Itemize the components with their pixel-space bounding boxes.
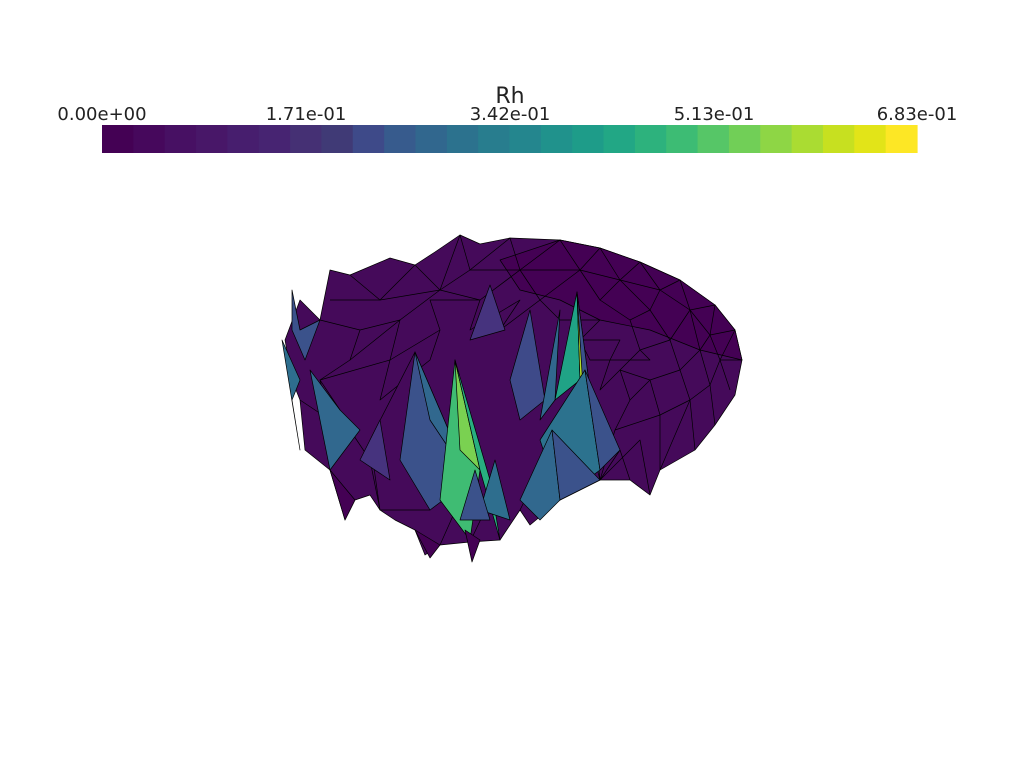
colorbar-gradient bbox=[102, 125, 918, 153]
colorbar-swatch bbox=[697, 125, 730, 153]
colorbar-swatch bbox=[446, 125, 479, 153]
colorbar-swatch bbox=[384, 125, 417, 153]
colorbar-swatch bbox=[822, 125, 855, 153]
peak-back-2 bbox=[539, 309, 561, 421]
colorbar-title: Rh bbox=[495, 84, 524, 109]
dip-3 bbox=[464, 529, 481, 563]
colorbar-tick-4: 6.83e-01 bbox=[877, 104, 958, 125]
colorbar-swatch bbox=[102, 125, 134, 153]
peak-back-3 bbox=[469, 284, 506, 341]
colorbar-swatch bbox=[634, 125, 667, 153]
colorbar-swatch bbox=[728, 125, 761, 153]
colorbar-swatch bbox=[854, 125, 887, 153]
dip-1 bbox=[329, 469, 356, 521]
surface-peaks bbox=[281, 284, 621, 563]
colorbar-swatch bbox=[540, 125, 573, 153]
peak-front-3 bbox=[359, 419, 391, 481]
colorbar-tick-0: 0.00e+00 bbox=[57, 104, 146, 125]
peak-front-2 bbox=[459, 469, 491, 521]
colorbar-swatch bbox=[133, 125, 166, 153]
colorbar-swatch bbox=[415, 125, 448, 153]
colorbar-swatch bbox=[603, 125, 636, 153]
colorbar-swatch bbox=[666, 125, 699, 153]
colorbar-swatch bbox=[509, 125, 542, 153]
colorbar-swatch bbox=[885, 125, 918, 153]
colorbar-tick-3: 5.13e-01 bbox=[674, 104, 755, 125]
dip-2 bbox=[414, 529, 441, 559]
colorbar-swatch bbox=[258, 125, 291, 153]
peak-left-1 bbox=[291, 289, 321, 361]
colorbar-swatch bbox=[352, 125, 385, 153]
colorbar-tick-1: 1.71e-01 bbox=[266, 104, 347, 125]
colorbar-swatch bbox=[196, 125, 228, 153]
peak-left-3 bbox=[309, 369, 361, 471]
peak-back-1 bbox=[509, 309, 546, 421]
colorbar-swatch bbox=[572, 125, 605, 153]
peak-front-1 bbox=[479, 459, 511, 521]
peak-left-2 bbox=[281, 339, 301, 451]
colorbar-swatch bbox=[290, 125, 323, 153]
colorbar-swatch bbox=[321, 125, 354, 153]
colorbar-swatch bbox=[760, 125, 793, 153]
colorbar-swatch bbox=[164, 125, 197, 153]
colorbar-swatch bbox=[227, 125, 260, 153]
colorbar-tick-2: 3.42e-01 bbox=[470, 104, 551, 125]
colorbar-swatch bbox=[478, 125, 511, 153]
colorbar-swatch bbox=[791, 125, 824, 153]
colorbar: Rh 0.00e+00 1.71e-01 3.42e-01 5.13e-01 6… bbox=[57, 84, 957, 153]
peak-front-right bbox=[519, 429, 601, 521]
